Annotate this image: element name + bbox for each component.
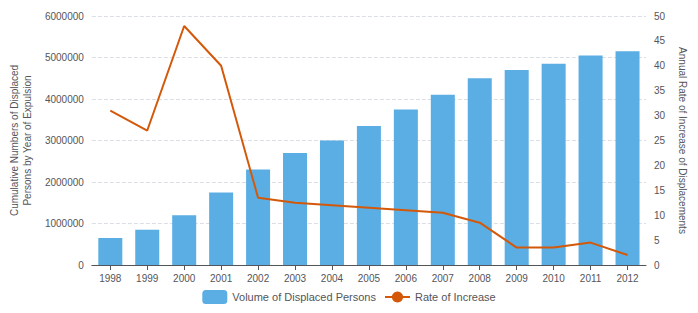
svg-text:2005: 2005 — [358, 273, 381, 284]
svg-text:0: 0 — [654, 260, 660, 271]
svg-text:2006: 2006 — [395, 273, 418, 284]
svg-text:35: 35 — [654, 85, 666, 96]
svg-text:5: 5 — [654, 235, 660, 246]
svg-text:30: 30 — [654, 110, 666, 121]
svg-text:1998: 1998 — [99, 273, 122, 284]
svg-text:20: 20 — [654, 160, 666, 171]
svg-text:2007: 2007 — [432, 273, 455, 284]
svg-text:15: 15 — [654, 185, 666, 196]
svg-text:Persons by Year of Expulsion: Persons by Year of Expulsion — [22, 75, 33, 205]
svg-text:25: 25 — [654, 135, 666, 146]
svg-text:3000000: 3000000 — [45, 135, 84, 146]
svg-text:50: 50 — [654, 11, 666, 22]
svg-text:2000000: 2000000 — [45, 177, 84, 188]
svg-text:40: 40 — [654, 60, 666, 71]
svg-text:Volume of Displaced Persons: Volume of Displaced Persons — [232, 291, 376, 303]
svg-text:5000000: 5000000 — [45, 52, 84, 63]
svg-text:2011: 2011 — [580, 273, 602, 284]
svg-text:2008: 2008 — [469, 273, 492, 284]
svg-text:2009: 2009 — [506, 273, 529, 284]
svg-text:2000: 2000 — [173, 273, 196, 284]
svg-text:2010: 2010 — [543, 273, 566, 284]
svg-text:2001: 2001 — [210, 273, 233, 284]
svg-text:2012: 2012 — [616, 273, 639, 284]
svg-text:Annual Rate of Increase of Dis: Annual Rate of Increase of Displacements — [677, 47, 688, 234]
svg-text:1999: 1999 — [136, 273, 159, 284]
svg-text:2004: 2004 — [321, 273, 344, 284]
svg-text:6000000: 6000000 — [45, 11, 84, 22]
svg-text:45: 45 — [654, 35, 666, 46]
svg-text:4000000: 4000000 — [45, 94, 84, 105]
svg-text:2003: 2003 — [284, 273, 307, 284]
svg-text:Rate of Increase: Rate of Increase — [415, 291, 496, 303]
svg-text:Cumulative Numbers of Displace: Cumulative Numbers of Displaced — [9, 65, 20, 216]
svg-text:2002: 2002 — [247, 273, 270, 284]
svg-text:0: 0 — [78, 260, 84, 271]
svg-text:1000000: 1000000 — [45, 218, 84, 229]
svg-text:10: 10 — [654, 210, 666, 221]
